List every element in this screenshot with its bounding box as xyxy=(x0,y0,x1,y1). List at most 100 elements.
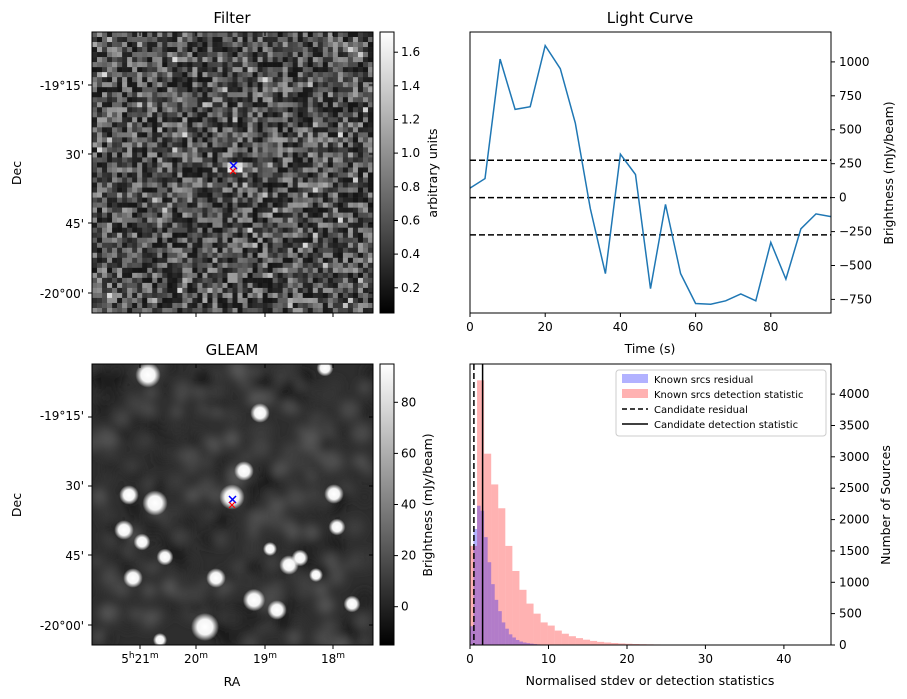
histogram-bar xyxy=(477,380,485,645)
legend-swatch-detection xyxy=(622,389,648,398)
filter-frame-ticks xyxy=(88,32,373,317)
legend-label-residual: Known srcs residual xyxy=(654,375,753,386)
light-curve-series-line xyxy=(469,43,832,305)
histogram-x-tick-label: 20 xyxy=(619,652,634,666)
histogram-bar xyxy=(470,626,474,645)
histogram-bar xyxy=(583,639,591,645)
histogram-bar xyxy=(540,622,548,645)
light-curve-x-tick-label: 20 xyxy=(538,320,553,334)
colorbar-tick-label: 20 xyxy=(401,549,416,563)
histogram-x-tick-label: 40 xyxy=(776,652,791,666)
histogram-y-tick-label: 500 xyxy=(839,607,862,621)
light-curve-panel: Light Curve 0 20 40 60 80 −750 −500 −250 0 250 500… xyxy=(466,9,896,356)
light-curve-x-tick-label: 80 xyxy=(763,320,778,334)
gleam-ra-tick-label: 20m xyxy=(184,651,208,666)
light-curve-x-tick-label: 40 xyxy=(613,320,628,334)
filter-title: Filter xyxy=(213,9,251,27)
histogram-ylabel: Number of Sources xyxy=(878,445,893,565)
light-curve-x-tick-label: 0 xyxy=(466,320,474,334)
gleam-panel: GLEAM -19°15' 30' 45' -20°00' Dec 5h21m … xyxy=(9,341,435,689)
light-curve-y-tick-label: 500 xyxy=(839,123,862,137)
histogram-bar xyxy=(491,484,499,645)
colorbar-tick-label: 60 xyxy=(401,446,416,460)
histogram-bar xyxy=(597,641,605,645)
histogram-bar xyxy=(470,545,478,645)
light-curve-xlabel: Time (s) xyxy=(624,341,676,356)
histogram-bar xyxy=(530,643,534,645)
histogram-y-tick-label: 3500 xyxy=(839,419,870,433)
histogram-bar xyxy=(526,643,531,645)
histogram-bar xyxy=(491,584,495,645)
gleam-dec-tick-label: -20°00' xyxy=(40,619,84,633)
histogram-bar xyxy=(484,537,488,645)
light-curve-y-tick-label: 1000 xyxy=(839,55,870,69)
histogram-bar xyxy=(618,643,626,645)
filter-dec-tick-label: 45' xyxy=(65,217,84,231)
filter-dec-tick-label: 30' xyxy=(65,148,84,162)
histogram-bar xyxy=(512,570,520,645)
histogram-y-tick-label: 2000 xyxy=(839,513,870,527)
gleam-colorbar-ticks: 0 20 40 60 80 xyxy=(394,395,416,614)
colorbar-tick-label: 0 xyxy=(401,600,409,614)
light-curve-y-tick-label: −250 xyxy=(839,225,872,239)
gleam-source-marker xyxy=(228,501,236,509)
histogram-bar xyxy=(505,545,513,645)
histogram-bar xyxy=(501,622,506,645)
filter-ylabel: Dec xyxy=(9,161,24,185)
colorbar-tick-label: 1.2 xyxy=(401,113,420,127)
filter-image-frame xyxy=(91,31,374,314)
colorbar-tick-label: 1.0 xyxy=(401,146,420,160)
histogram-y-tick-label: 1000 xyxy=(839,575,870,589)
filter-colorbar xyxy=(379,31,395,314)
histogram-bar xyxy=(547,625,555,645)
gleam-ylabel: Dec xyxy=(9,493,24,517)
gleam-title: GLEAM xyxy=(206,341,259,359)
gleam-ra-tick-label: 18m xyxy=(321,651,345,666)
histogram-panel: 0 10 20 30 40 0 500 1000 1500 2000 2500 3000 3500 400… xyxy=(466,363,893,688)
histogram-bar xyxy=(526,603,534,645)
histogram-bar xyxy=(484,453,492,645)
histogram-x-tick-label: 0 xyxy=(466,652,474,666)
gleam-colorbar xyxy=(379,363,395,646)
gleam-image xyxy=(92,364,373,645)
legend-label-detection: Known srcs detection statistic xyxy=(654,390,803,401)
colorbar-tick-label: 1.4 xyxy=(401,79,420,93)
light-curve-y-tick-label: 750 xyxy=(839,89,862,103)
light-curve-x-tick-label: 60 xyxy=(688,320,703,334)
light-curve-y-tick-label: 0 xyxy=(839,191,847,205)
histogram-bar xyxy=(554,630,562,645)
histogram-x-tick-label: 10 xyxy=(541,652,556,666)
histogram-y-tick-label: 0 xyxy=(839,638,847,652)
gleam-xlabel: RA xyxy=(224,674,241,689)
histogram-bar xyxy=(561,633,569,645)
gleam-ra-tick-label: 5h21m xyxy=(121,651,158,666)
histogram-frame xyxy=(469,363,832,646)
histogram-y-tick-label: 1500 xyxy=(839,544,870,558)
light-curve-title: Light Curve xyxy=(607,9,693,27)
histogram-bar xyxy=(515,639,520,645)
histogram-bar xyxy=(604,642,612,645)
histogram-y-tick-label: 4000 xyxy=(839,387,870,401)
light-curve-y-tick-label: 250 xyxy=(839,157,862,171)
colorbar-tick-label: 0.2 xyxy=(401,281,420,295)
legend-label-candidate-detection: Candidate detection statistic xyxy=(654,420,798,431)
gleam-frame-ticks xyxy=(88,364,373,649)
light-curve-ylabel: Brightness (mJy/beam) xyxy=(881,101,896,244)
histogram-bar xyxy=(498,508,506,645)
filter-panel: Filter -19°15' 30' 45' -20°00' Dec 0.20.… xyxy=(9,9,440,317)
histogram-bar xyxy=(611,642,619,645)
gleam-dec-tick-label: 45' xyxy=(65,549,84,563)
histogram-bar xyxy=(533,613,541,645)
histogram-bar xyxy=(508,634,513,645)
colorbar-tick-label: 0.4 xyxy=(401,247,420,261)
histogram-bar xyxy=(477,505,481,645)
light-curve-y-tick-label: −750 xyxy=(839,292,872,306)
histogram-bar xyxy=(625,643,633,645)
filter-colorbar-ticks: 0.2 0.4 0.6 0.8 1.0 1.2 1.4 1.6 xyxy=(394,45,420,295)
histogram-bar xyxy=(575,638,584,645)
histogram-bar xyxy=(568,636,576,645)
gleam-dec-tick-label: -19°15' xyxy=(40,409,84,423)
colorbar-tick-label: 80 xyxy=(401,395,416,409)
filter-source-marker xyxy=(229,167,237,175)
